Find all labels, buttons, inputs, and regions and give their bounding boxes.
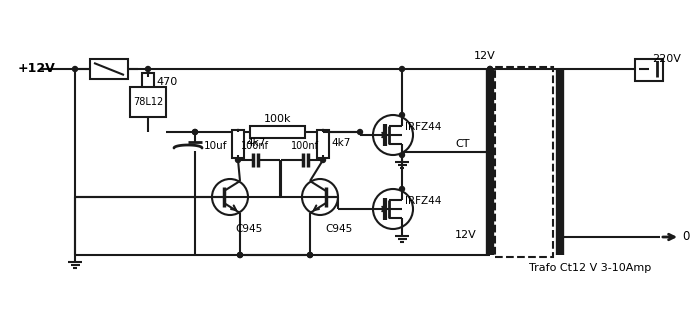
Text: 4k7: 4k7 (331, 139, 351, 148)
Circle shape (373, 115, 413, 155)
Text: 100nf: 100nf (291, 141, 319, 151)
Text: 4k7: 4k7 (246, 139, 265, 148)
Bar (130, 87, 166, 117)
Circle shape (193, 129, 197, 134)
Text: IRFZ44: IRFZ44 (405, 122, 442, 132)
Circle shape (321, 129, 326, 134)
Text: CT: CT (455, 139, 470, 149)
Circle shape (73, 66, 78, 72)
Circle shape (487, 66, 493, 72)
Polygon shape (645, 62, 657, 76)
Bar (250, 126, 305, 138)
Text: 10uf: 10uf (204, 141, 228, 151)
Circle shape (307, 252, 312, 257)
Circle shape (237, 252, 242, 257)
Circle shape (373, 189, 413, 229)
Text: 100k: 100k (264, 114, 291, 124)
Circle shape (358, 129, 363, 134)
Circle shape (212, 179, 248, 215)
Bar (90, 59, 128, 79)
Circle shape (193, 129, 197, 134)
Bar (635, 59, 663, 81)
Text: 12V: 12V (455, 230, 477, 240)
Circle shape (302, 179, 338, 215)
Text: 12V: 12V (474, 51, 496, 61)
Text: 220V: 220V (652, 54, 681, 64)
Circle shape (321, 158, 326, 163)
Circle shape (400, 149, 405, 154)
Bar (317, 129, 329, 158)
Text: 78L12: 78L12 (133, 97, 163, 107)
Circle shape (237, 252, 242, 257)
Circle shape (400, 152, 405, 158)
Circle shape (307, 252, 312, 257)
Text: Trafo Ct12 V 3-10Amp: Trafo Ct12 V 3-10Amp (529, 263, 651, 273)
Bar (495, 67, 553, 257)
Text: C945: C945 (325, 224, 352, 234)
Circle shape (400, 112, 405, 117)
Circle shape (400, 186, 405, 192)
Text: 470: 470 (156, 77, 177, 87)
Text: +12V: +12V (18, 62, 56, 76)
Text: IRFZ44: IRFZ44 (405, 196, 442, 206)
Text: 100nf: 100nf (241, 141, 269, 151)
Circle shape (146, 66, 150, 72)
Circle shape (235, 129, 241, 134)
Circle shape (235, 158, 241, 163)
Text: 0: 0 (682, 231, 690, 244)
Circle shape (400, 66, 405, 72)
Bar (232, 129, 244, 158)
Text: C945: C945 (235, 224, 262, 234)
Circle shape (487, 66, 493, 72)
Bar (142, 73, 154, 91)
